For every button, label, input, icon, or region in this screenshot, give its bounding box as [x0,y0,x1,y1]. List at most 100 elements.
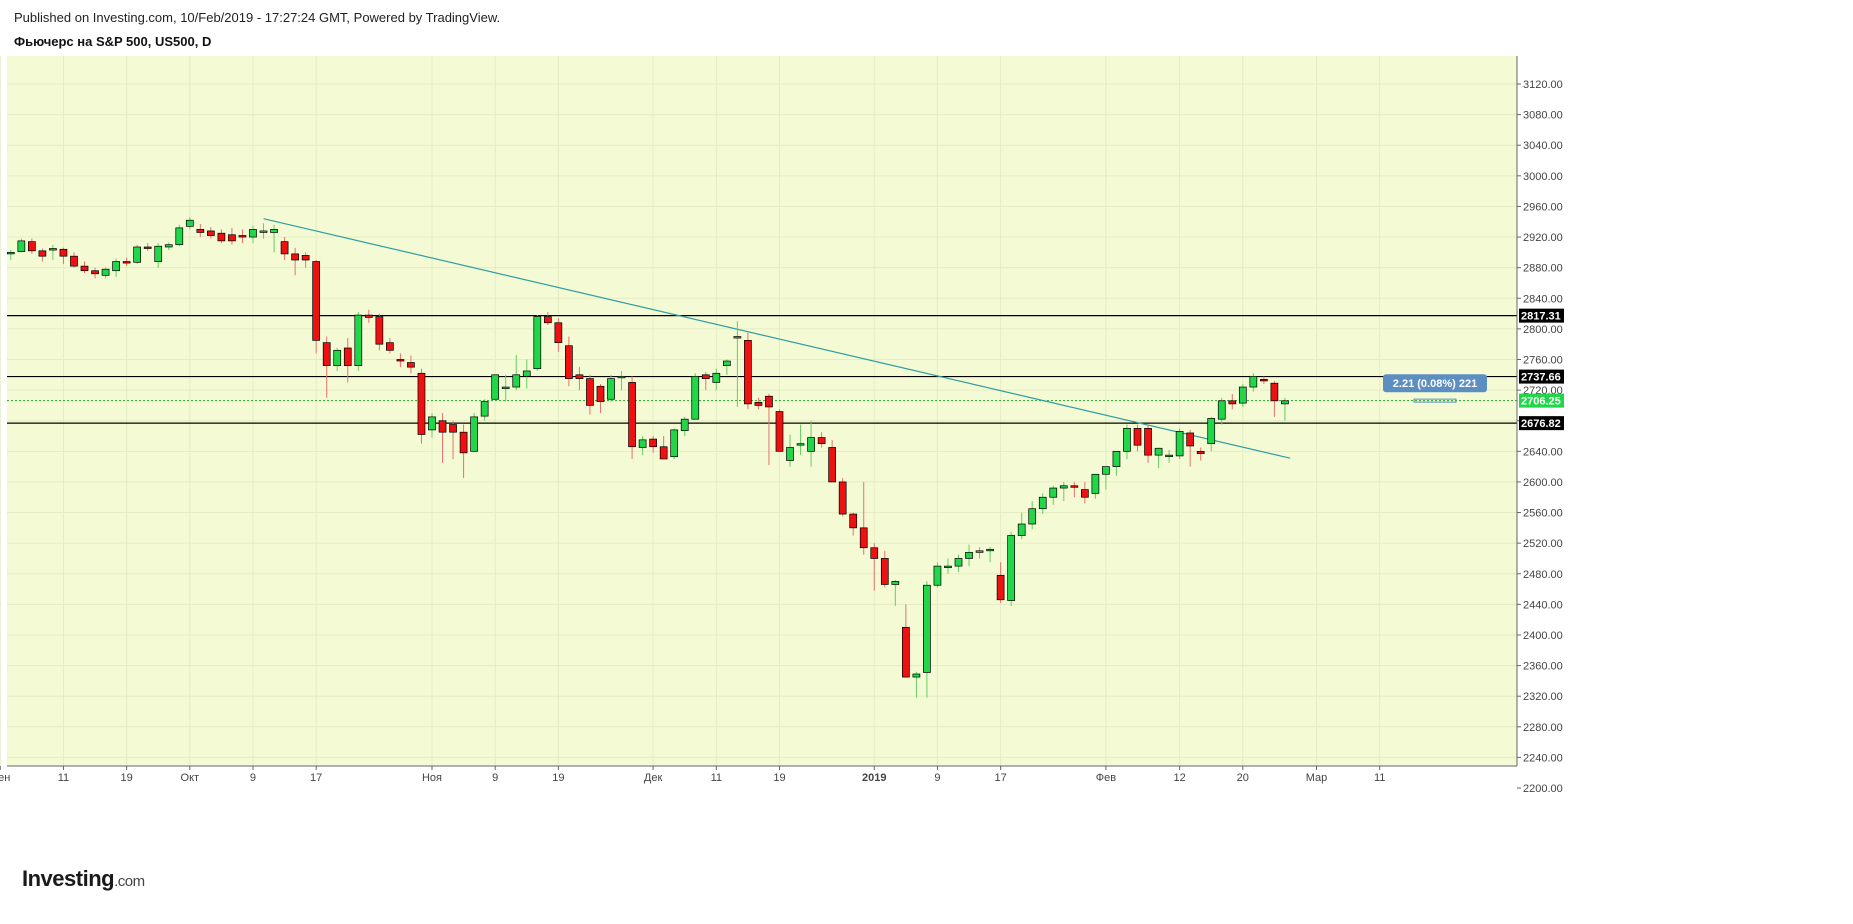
candle-body [775,411,784,452]
published-info: Published on Investing.com, 10/Feb/2019 … [14,10,501,25]
candle [196,224,205,238]
candle-body [249,229,257,238]
y-tick-label: 2600.00 [1523,477,1563,489]
candle-body [733,336,742,339]
candle-body [1260,379,1268,382]
candle-body [849,513,858,529]
candle-body [1249,375,1258,388]
candle [870,543,879,591]
candle [912,671,921,698]
x-tick-label: 9 [250,772,256,784]
candle-body [1238,386,1247,404]
candle-body [712,372,721,383]
candle-body [522,370,531,377]
candle [1038,493,1047,515]
candle-body [1123,428,1131,452]
candle-body [1196,450,1205,454]
candle-body [670,429,679,458]
x-tick-label: 9 [492,772,498,784]
candle [459,424,468,479]
candle [1196,447,1205,461]
candle-body [901,626,910,678]
candle [765,393,773,466]
candle-body [228,234,236,242]
candle-body [744,340,752,405]
candle [1049,485,1058,505]
candle [1123,424,1131,459]
candle-body [1091,473,1100,494]
x-tick-label: 11 [711,772,722,784]
x-tick-label: 20 [1237,772,1249,784]
level-price-badge: 2676.82 [1519,416,1564,431]
candle [1249,373,1258,392]
candle [891,579,900,606]
candle [733,321,742,407]
candle-body [364,314,373,318]
candle [164,242,173,251]
candle [1260,376,1268,384]
candle-body [1017,523,1026,536]
candle [38,248,47,262]
plot-area [7,56,1517,766]
x-tick-label: Окт [181,772,200,784]
candle [901,604,910,678]
y-tick-label: 2960.00 [1523,201,1563,213]
candle-body [501,386,510,389]
candle-body [470,416,478,452]
x-tick-label: 11 [1374,772,1385,784]
level-price-badge-bg [1519,308,1564,323]
candle-body [607,378,615,400]
candle [1175,428,1184,459]
candle [965,544,973,567]
candle-body [80,265,89,272]
candle [91,267,99,279]
price-chart[interactable]: 3120.00 3080.00 3040.00 3000.00 2960.00 2920.… [0,56,1853,924]
candle-body [238,235,247,238]
candle-body [322,342,331,366]
investing-logo: Investing.com [22,866,145,892]
candle-body [280,241,289,255]
candle [259,223,268,239]
candle-body [38,250,47,257]
candle-body [1207,418,1216,445]
candle-body [912,673,921,678]
candle [1133,424,1142,452]
candle [543,312,552,326]
candle-body [312,261,321,341]
y-tick-label: 3120.00 [1523,79,1563,91]
candle-body [164,244,173,248]
candle [859,481,868,555]
candle [396,353,405,368]
candle-body [996,574,1005,601]
candle [217,229,226,244]
x-tick-label: 11 [58,772,69,784]
candle-body [880,558,889,585]
candle [649,436,657,453]
candle-body [796,443,805,446]
candle [1165,449,1173,463]
candle-body [1270,382,1279,402]
candle [17,238,26,253]
candle-body [291,253,299,261]
candle-body [91,270,99,275]
candle-body [343,347,352,366]
candle-body [638,439,647,448]
candle-body [1144,428,1152,456]
candle [659,436,668,460]
candle [838,478,847,517]
candle-body [628,382,636,448]
candle-body [1070,485,1079,488]
candle-body [396,359,405,362]
candle-body [701,374,710,379]
candle-body [28,241,36,252]
candle [975,546,984,559]
candle-body [59,248,68,257]
candle-body [259,230,268,233]
y-tick-label: 2440.00 [1523,599,1563,611]
candle [944,558,952,574]
candle [1028,501,1037,530]
candle [354,312,363,371]
candle-body [649,438,657,448]
y-tick-label: 2800.00 [1523,324,1563,336]
candle [933,562,942,588]
